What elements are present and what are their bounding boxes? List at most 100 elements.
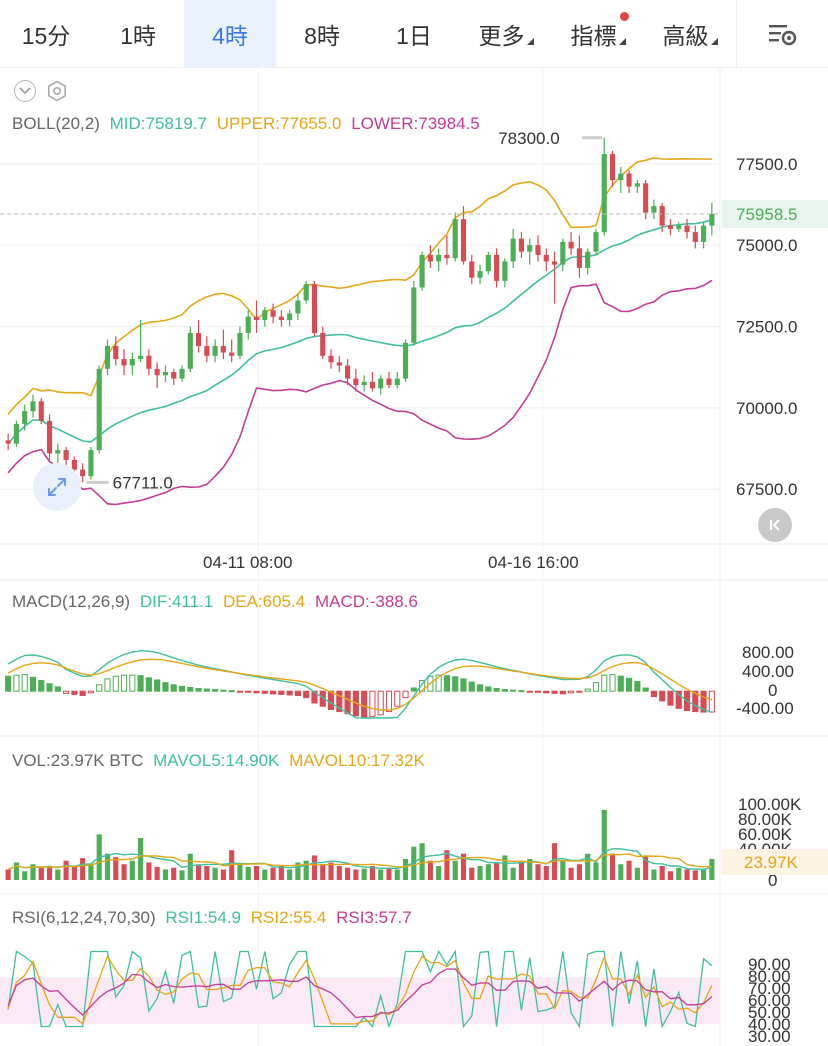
macd-bar bbox=[659, 690, 666, 702]
volume-bar bbox=[63, 860, 69, 880]
macd-bar bbox=[476, 684, 484, 692]
macd-bar bbox=[369, 690, 376, 717]
volume-bar bbox=[237, 864, 243, 880]
volume-bar bbox=[5, 869, 11, 880]
candle-body bbox=[568, 241, 574, 249]
volume-tick-label: 60.00K bbox=[738, 825, 793, 844]
tab-15m[interactable]: 15分 bbox=[21, 23, 71, 49]
candle-body bbox=[709, 213, 715, 226]
volume-bar bbox=[378, 869, 384, 880]
current-volume-tag bbox=[722, 849, 828, 875]
hexagon-gear-icon bbox=[48, 80, 66, 102]
macd-bar bbox=[626, 677, 633, 692]
volume-bar bbox=[494, 862, 500, 880]
tab-1h[interactable]: 1時 bbox=[120, 23, 156, 49]
macd-prefix: MACD(12,26,9) bbox=[12, 592, 131, 611]
volume-bar bbox=[353, 869, 359, 880]
volume-bar bbox=[204, 865, 210, 880]
tab-1d[interactable]: 1日 bbox=[396, 23, 432, 49]
chart-settings-icon bbox=[768, 25, 796, 46]
macd-bar bbox=[493, 688, 500, 692]
macd-bar bbox=[485, 686, 492, 692]
macd-bar bbox=[5, 675, 12, 692]
macd-tick-label: -400.00 bbox=[736, 699, 794, 718]
macd-bar bbox=[576, 690, 583, 693]
volume-tick-label: 80.00K bbox=[738, 810, 793, 829]
tab-8h[interactable]: 8時 bbox=[304, 23, 340, 49]
candle-body bbox=[245, 316, 251, 333]
chart-settings-button[interactable] bbox=[736, 0, 828, 68]
macd-bar bbox=[71, 690, 78, 695]
candle-body bbox=[237, 333, 243, 356]
volume-bar bbox=[502, 855, 508, 880]
volume-bar bbox=[38, 867, 44, 880]
volume-bar bbox=[684, 869, 690, 880]
price-tick-label: 72500.0 bbox=[736, 317, 797, 336]
chart-canvas[interactable]: 77500.0 75000.0 72500.0 70000.0 67500.0 75958… bbox=[0, 68, 828, 1046]
volume-bar bbox=[659, 865, 665, 880]
candle-body bbox=[419, 254, 425, 288]
scroll-to-latest-button[interactable] bbox=[758, 508, 792, 542]
volume-bar bbox=[146, 862, 152, 880]
candle-body bbox=[204, 346, 210, 356]
macd-bar bbox=[534, 690, 542, 693]
macd-bar bbox=[700, 690, 707, 713]
macd-bar bbox=[559, 690, 566, 695]
chart-panel[interactable]: 77500.0 75000.0 72500.0 70000.0 67500.0 75958… bbox=[0, 68, 828, 1046]
vol-mavol5: MAVOL5:14.90K bbox=[153, 751, 280, 770]
more-menu-label: 更多 bbox=[478, 23, 525, 49]
candle-body bbox=[129, 359, 135, 366]
skip-to-end-icon bbox=[770, 519, 780, 531]
advanced-menu[interactable]: 高級 bbox=[644, 0, 736, 68]
candle-body bbox=[527, 245, 533, 252]
collapse-button[interactable] bbox=[14, 80, 36, 102]
rsi3-line bbox=[7, 968, 713, 1019]
macd-bar bbox=[21, 674, 28, 692]
volume-bar bbox=[30, 864, 36, 880]
indicator-settings-button[interactable] bbox=[46, 80, 68, 102]
volume-bar bbox=[527, 858, 533, 880]
volume-bar bbox=[643, 855, 649, 880]
candle-body bbox=[278, 316, 284, 320]
timeframe-bar: 15分 1時 4時 8時 1日 更多 指標 高級 bbox=[0, 0, 828, 68]
volume-bar bbox=[535, 864, 541, 880]
macd-bar bbox=[394, 690, 401, 707]
volume-bar bbox=[411, 846, 417, 880]
volume-bar bbox=[543, 865, 549, 880]
boll-upper: UPPER:77655.0 bbox=[216, 114, 342, 133]
volume-bar bbox=[71, 866, 77, 880]
macd-bar bbox=[54, 686, 61, 692]
macd-bar bbox=[212, 689, 219, 692]
macd-bar bbox=[137, 675, 144, 692]
candle-body bbox=[535, 245, 541, 255]
boll-prefix: BOLL(20,2) bbox=[12, 114, 100, 133]
tab-4h[interactable]: 4時 bbox=[184, 0, 276, 68]
volume-bar bbox=[129, 860, 135, 880]
indicators-menu[interactable]: 指標 bbox=[552, 0, 644, 68]
candle-body bbox=[402, 342, 409, 379]
boll-lower: LOWER:73984.5 bbox=[351, 114, 480, 133]
macd-bar bbox=[129, 674, 136, 692]
candle-body bbox=[262, 310, 268, 320]
macd-value: MACD:-388.6 bbox=[314, 592, 418, 611]
more-menu[interactable]: 更多 bbox=[460, 0, 552, 68]
macd-bar bbox=[236, 690, 244, 693]
candle-body bbox=[593, 232, 599, 252]
macd-bar bbox=[501, 689, 508, 692]
macd-bar bbox=[13, 674, 20, 692]
candle-body bbox=[5, 440, 11, 444]
fullscreen-button[interactable] bbox=[33, 463, 81, 511]
volume-bar bbox=[278, 865, 284, 880]
macd-bar bbox=[667, 690, 674, 706]
candle-body bbox=[311, 284, 318, 333]
candle-body bbox=[436, 254, 442, 262]
mavol10-line bbox=[7, 853, 712, 871]
candle-body bbox=[13, 424, 19, 444]
macd-bar bbox=[650, 690, 657, 698]
candle-body bbox=[378, 378, 384, 389]
macd-bar bbox=[551, 690, 558, 694]
notification-dot bbox=[620, 12, 629, 21]
candle-body bbox=[667, 225, 674, 229]
macd-dif: DIF:411.1 bbox=[139, 592, 214, 611]
expand-icon bbox=[48, 478, 66, 496]
